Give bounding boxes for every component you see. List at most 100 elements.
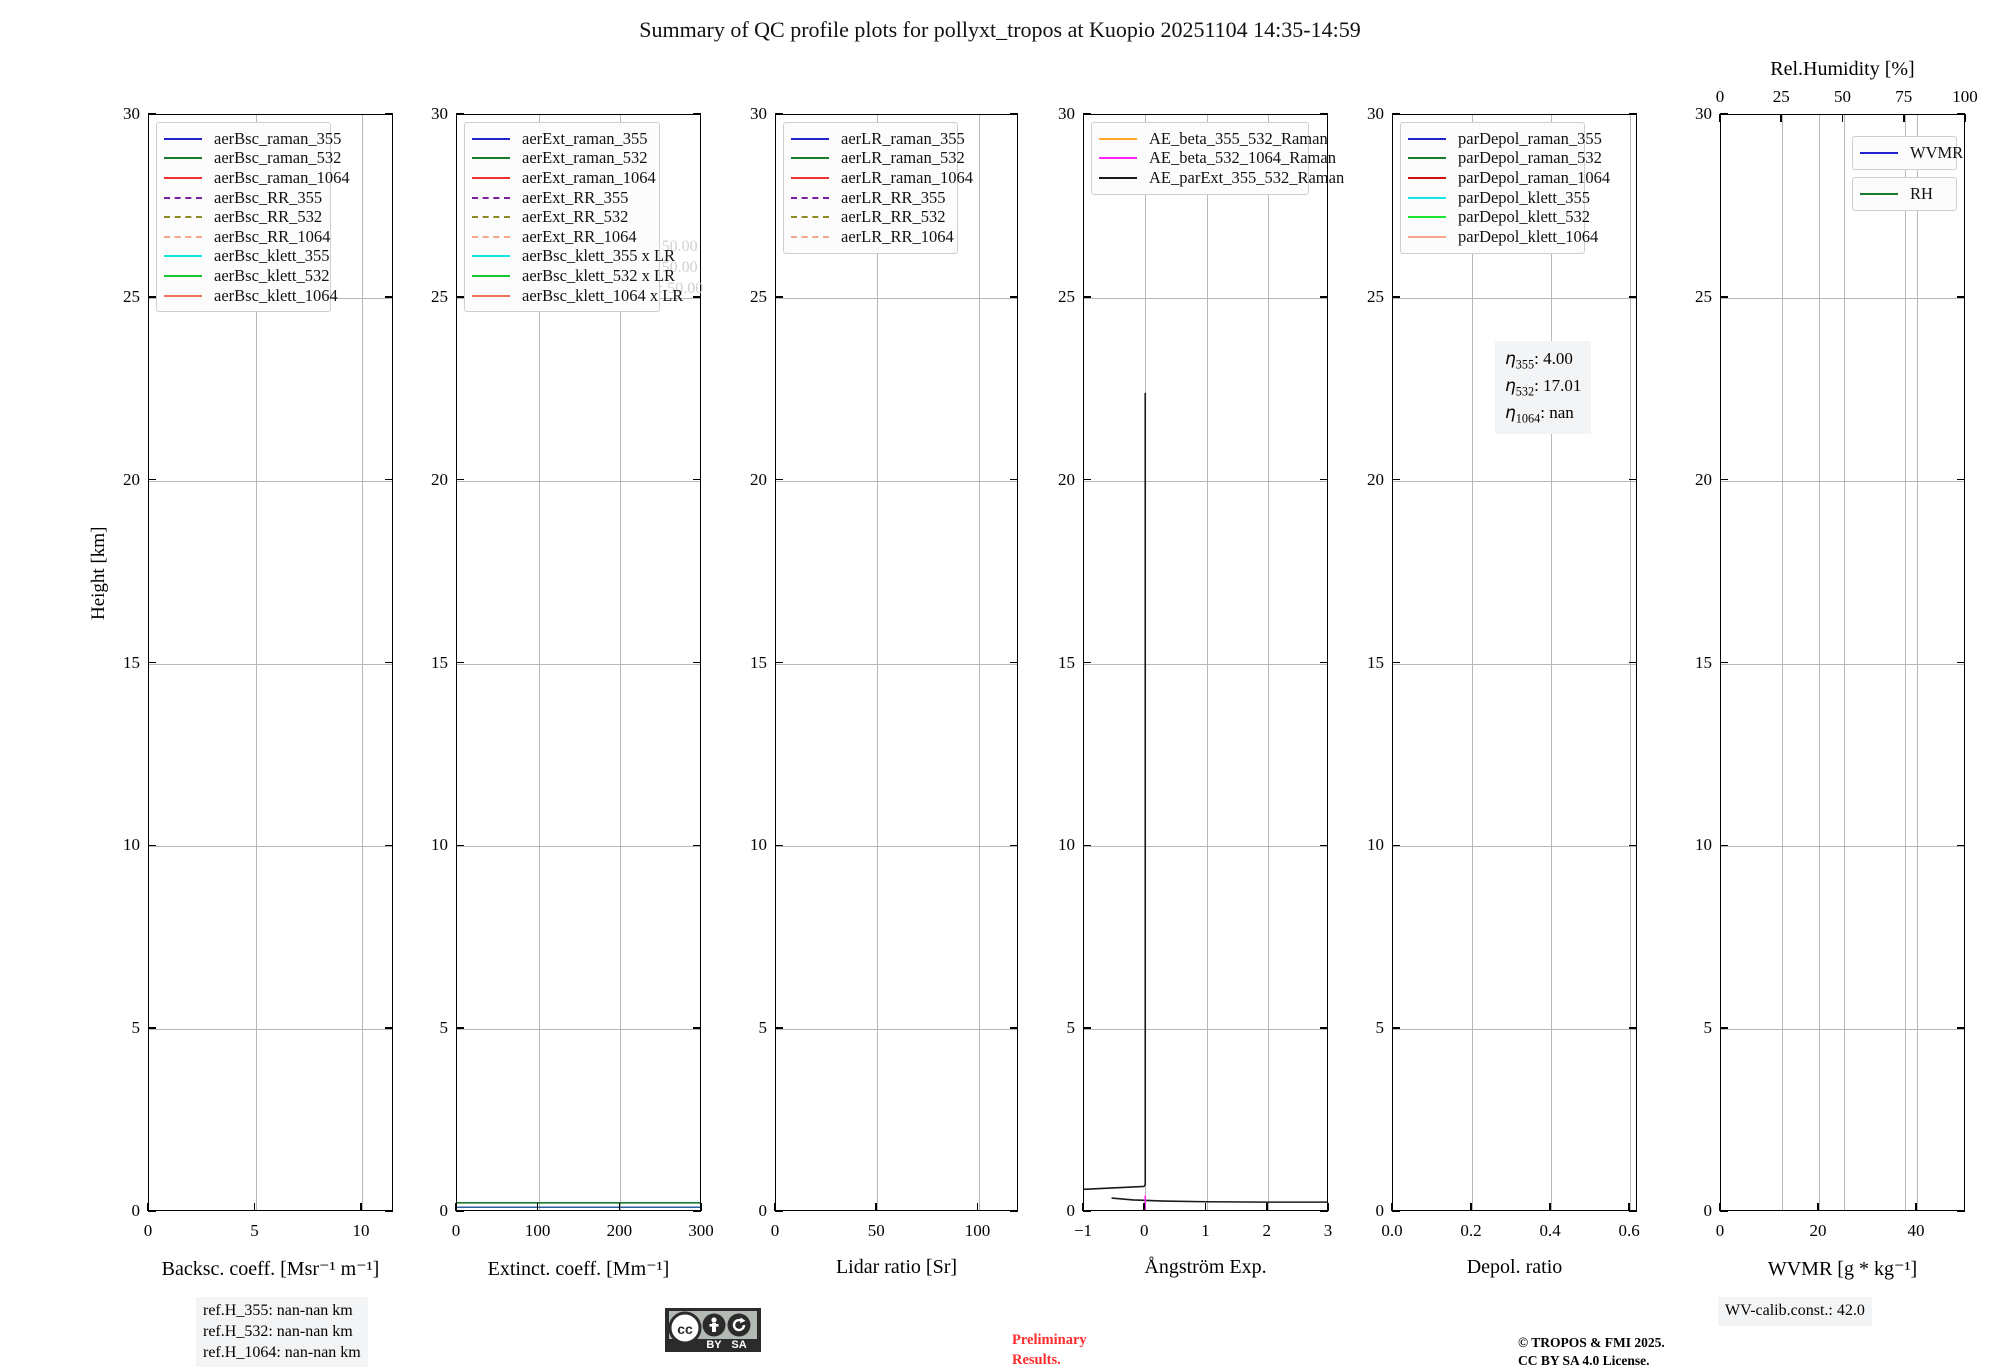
legend-item[interactable]: aerBsc_klett_532 x LR [472,266,675,286]
legend-extinction[interactable]: aerExt_raman_355 aerExt_raman_532 aerExt_r… [464,122,683,313]
gridline-horizontal [1084,846,1327,848]
y-tick [1720,113,1728,115]
plot-area-lidar-ratio[interactable] [775,114,1018,1211]
y-tick-right [693,661,701,664]
x-tick-label: 20 [1809,1221,1827,1240]
legend-item[interactable]: aerBsc_raman_1064 [164,168,350,188]
legend-item[interactable]: aerBsc_RR_355 [164,188,322,208]
legend-line-swatch [1408,157,1446,160]
gridline-horizontal [1721,480,1964,482]
legend-item-label: parDepol_klett_1064 [1458,226,1599,246]
svg-text:SA: SA [731,1339,746,1351]
legend-line-swatch [791,196,829,199]
gridline-horizontal [1393,1029,1636,1031]
wv-calib-value: WV-calib.const.: 42.0 [1725,1302,1865,1319]
y-tick [1392,1027,1400,1029]
legend-item[interactable]: aerLR_RR_355 [791,188,948,208]
x-tick-label: 100 [524,1221,551,1240]
legend-item[interactable]: WVMR [1860,143,1963,163]
legend-item-label: aerExt_raman_532 [522,148,648,168]
legend-line-swatch [1099,176,1137,179]
legend-item[interactable]: aerLR_raman_532 [791,148,965,169]
legend-item[interactable]: parDepol_klett_355 [1408,188,1590,208]
x-tick [1265,1203,1268,1211]
x-tick [1082,1203,1084,1211]
y-tick-right [1957,296,1965,298]
plot-area-depol-ratio[interactable] [1392,114,1637,1211]
legend-backscatter[interactable]: aerBsc_raman_355 aerBsc_raman_532 aerBsc_r… [156,122,350,313]
legend-item[interactable]: aerBsc_raman_355 [164,129,341,149]
legend-item[interactable]: RH [1860,184,1947,204]
gridline-horizontal [1393,297,1636,299]
legend-depol-ratio[interactable]: parDepol_raman_355 parDepol_raman_532 parD… [1400,122,1610,254]
legend-item[interactable]: aerLR_raman_1064 [791,168,973,188]
plot-area-wvmr[interactable] [1720,114,1965,1211]
legend-line-swatch [164,176,202,179]
legend-item[interactable]: aerBsc_klett_355 [164,246,329,267]
legend-item[interactable]: aerExt_raman_1064 [472,168,656,188]
y-tick-right [1320,478,1328,481]
legend-item[interactable]: aerBsc_raman_532 [164,148,341,169]
x-tick [1549,1203,1551,1211]
y-tick-right [1010,113,1018,115]
legend-item[interactable]: aerBsc_RR_1064 [164,227,330,247]
y-tick-label: 10 [1367,835,1384,855]
legend-item[interactable]: aerBsc_klett_355 x LR [472,246,675,267]
y-tick [1720,478,1728,481]
x-tick [1143,1203,1146,1211]
legend-item-label: aerLR_raman_1064 [841,167,973,187]
x-tick [1391,1203,1393,1211]
legend-item[interactable]: parDepol_raman_355 [1408,129,1602,149]
legend-item[interactable]: aerLR_raman_355 [791,129,965,149]
y-tick-right [385,478,393,481]
gridline-horizontal [1721,297,1964,299]
legend-item[interactable]: aerExt_raman_355 [472,129,650,149]
legend-item[interactable]: aerExt_raman_532 [472,148,650,169]
legend-line-swatch [1408,216,1446,219]
legend-item[interactable]: parDepol_klett_1064 [1408,227,1598,247]
legend-item[interactable]: aerExt_RR_532 [472,207,650,227]
svg-text:BY: BY [706,1339,722,1351]
legend-item[interactable]: aerBsc_klett_532 [164,266,329,286]
y-tick-label: 30 [431,104,448,123]
top-x-tick [1902,114,1905,122]
legend-item[interactable]: parDepol_klett_532 [1408,207,1590,227]
legend-lidar-ratio[interactable]: aerLR_raman_355 aerLR_raman_532 aerLR_rama… [783,122,973,254]
y-tick-right [1629,1027,1637,1029]
legend-item[interactable]: aerBsc_klett_1064 x LR [472,286,683,306]
legend-item[interactable]: AE_parExt_355_532_Raman [1099,168,1344,188]
y-tick-label: 25 [1058,286,1075,306]
x-tick-label: 0 [1140,1221,1149,1240]
legend-item[interactable]: aerBsc_klett_1064 [164,286,338,306]
y-tick-right [1629,1210,1637,1212]
y-tick [775,844,783,847]
legend-item[interactable]: AE_beta_355_532_Raman [1099,129,1328,149]
legend-item[interactable]: aerLR_RR_1064 [791,227,954,247]
legend-angstrom[interactable]: AE_beta_355_532_Raman AE_beta_532_1064_Ra… [1091,122,1344,195]
legend-item[interactable]: parDepol_raman_532 [1408,148,1602,169]
svg-text:cc: cc [677,1321,693,1337]
y-tick-right [385,844,393,847]
legend-item[interactable]: aerExt_RR_1064 [472,227,650,247]
x-tick-label: 2 [1262,1221,1272,1240]
legend-wvmr-wvmr[interactable]: WVMR [1852,136,1963,170]
x-tick [618,1203,621,1211]
y-tick-label: 5 [1375,1018,1385,1038]
y-tick-right [385,113,393,115]
y-tick [1392,113,1400,115]
gridline-horizontal [1084,663,1327,665]
legend-wvmr-rh[interactable]: RH [1852,177,1957,211]
legend-item[interactable]: parDepol_raman_1064 [1408,168,1610,188]
legend-item[interactable]: AE_beta_532_1064_Raman [1099,148,1336,169]
x-axis-label-backscatter: Backsc. coeff. [Msr⁻¹ m⁻¹] [161,1258,380,1280]
gridline-vertical [620,115,622,1210]
y-tick [1392,478,1400,481]
legend-item[interactable]: aerExt_RR_355 [472,188,650,208]
legend-line-swatch [164,157,202,160]
legend-item[interactable]: aerBsc_RR_532 [164,207,322,227]
wv-calib-note: WV-calib.const.: 42.0 [1718,1297,1872,1326]
y-tick-label: 25 [431,286,448,306]
x-tick [1204,1203,1207,1211]
plot-area-angstrom[interactable] [1083,114,1328,1211]
legend-item[interactable]: aerLR_RR_532 [791,207,948,227]
